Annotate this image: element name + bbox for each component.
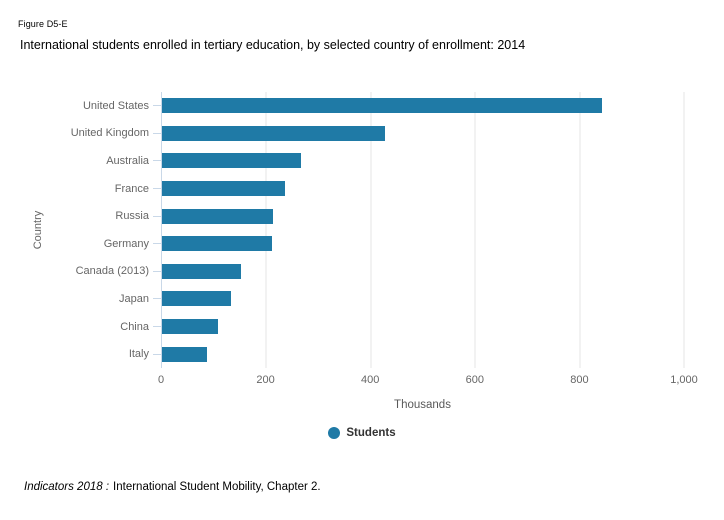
x-tick-label: 200: [256, 374, 275, 386]
gridline: [370, 92, 372, 368]
category-label: Australia: [106, 154, 149, 167]
figure-label: Figure D5-E: [18, 19, 68, 29]
x-tick-label: 400: [361, 374, 380, 386]
bar-row: Japan: [119, 285, 684, 313]
source-citation: Indicators 2018 : International Student M…: [24, 481, 321, 493]
category-label: France: [114, 182, 149, 195]
bar: [162, 291, 232, 307]
x-tick-label: 1,000: [670, 374, 698, 386]
category-label: Canada (2013): [75, 265, 149, 278]
category-label: Italy: [128, 348, 149, 361]
category-tick-mark: [153, 243, 161, 245]
bar: [162, 153, 301, 169]
category-tick-mark: [153, 105, 161, 107]
x-tick-label: 600: [465, 374, 484, 386]
category-tick-mark: [153, 188, 161, 190]
legend: Students: [0, 427, 724, 439]
category-label: United States: [82, 99, 149, 112]
category-tick-mark: [153, 215, 161, 217]
bar: [162, 346, 208, 362]
x-axis: 0 200 400 600 800 1,000: [157, 374, 698, 388]
x-axis-title: Thousands: [394, 399, 451, 411]
category-tick-mark: [153, 298, 161, 300]
gridline: [579, 92, 581, 368]
bar-row: China: [120, 313, 684, 341]
category-label: United Kingdom: [70, 127, 149, 140]
bar-row: Germany: [104, 230, 684, 258]
bar: [162, 208, 274, 224]
category-tick-mark: [153, 160, 161, 162]
bar: [162, 319, 219, 335]
bar-row: United Kingdom: [71, 120, 684, 148]
bar-row: France: [115, 175, 684, 203]
legend-label: Students: [346, 427, 396, 439]
category-tick-mark: [153, 326, 161, 328]
gridline: [265, 92, 267, 368]
source-citation-name: Indicators 2018 :: [24, 481, 110, 493]
bar-row: Italy: [129, 340, 684, 368]
category-label: Germany: [103, 237, 149, 250]
legend-marker-icon: [328, 427, 341, 439]
legend-item-students[interactable]: Students: [328, 427, 396, 439]
x-tick-label: 800: [570, 374, 589, 386]
plot-area: United States United Kingdom Australia F…: [71, 92, 685, 368]
bar-row: Canada (2013): [76, 258, 684, 286]
category-tick-mark: [153, 353, 161, 355]
x-tick-label: 0: [157, 374, 165, 386]
y-axis-title: Country: [32, 210, 44, 250]
bar: [162, 236, 272, 252]
chart-title: International students enrolled in terti…: [20, 38, 526, 52]
bar: [162, 98, 602, 114]
gridline: [474, 92, 476, 368]
bar-row: Russia: [115, 202, 684, 230]
gridline: [683, 92, 685, 368]
bar-row: Australia: [106, 147, 684, 175]
bar: [162, 181, 285, 197]
category-tick-mark: [153, 270, 161, 272]
bar: [162, 125, 386, 141]
category-label: China: [120, 320, 149, 333]
source-citation-text: International Student Mobility, Chapter …: [113, 481, 321, 493]
category-tick-mark: [153, 132, 161, 134]
bar: [162, 263, 241, 279]
category-label: Russia: [115, 210, 149, 223]
category-label: Japan: [119, 292, 149, 305]
bar-row: United States: [83, 92, 684, 120]
